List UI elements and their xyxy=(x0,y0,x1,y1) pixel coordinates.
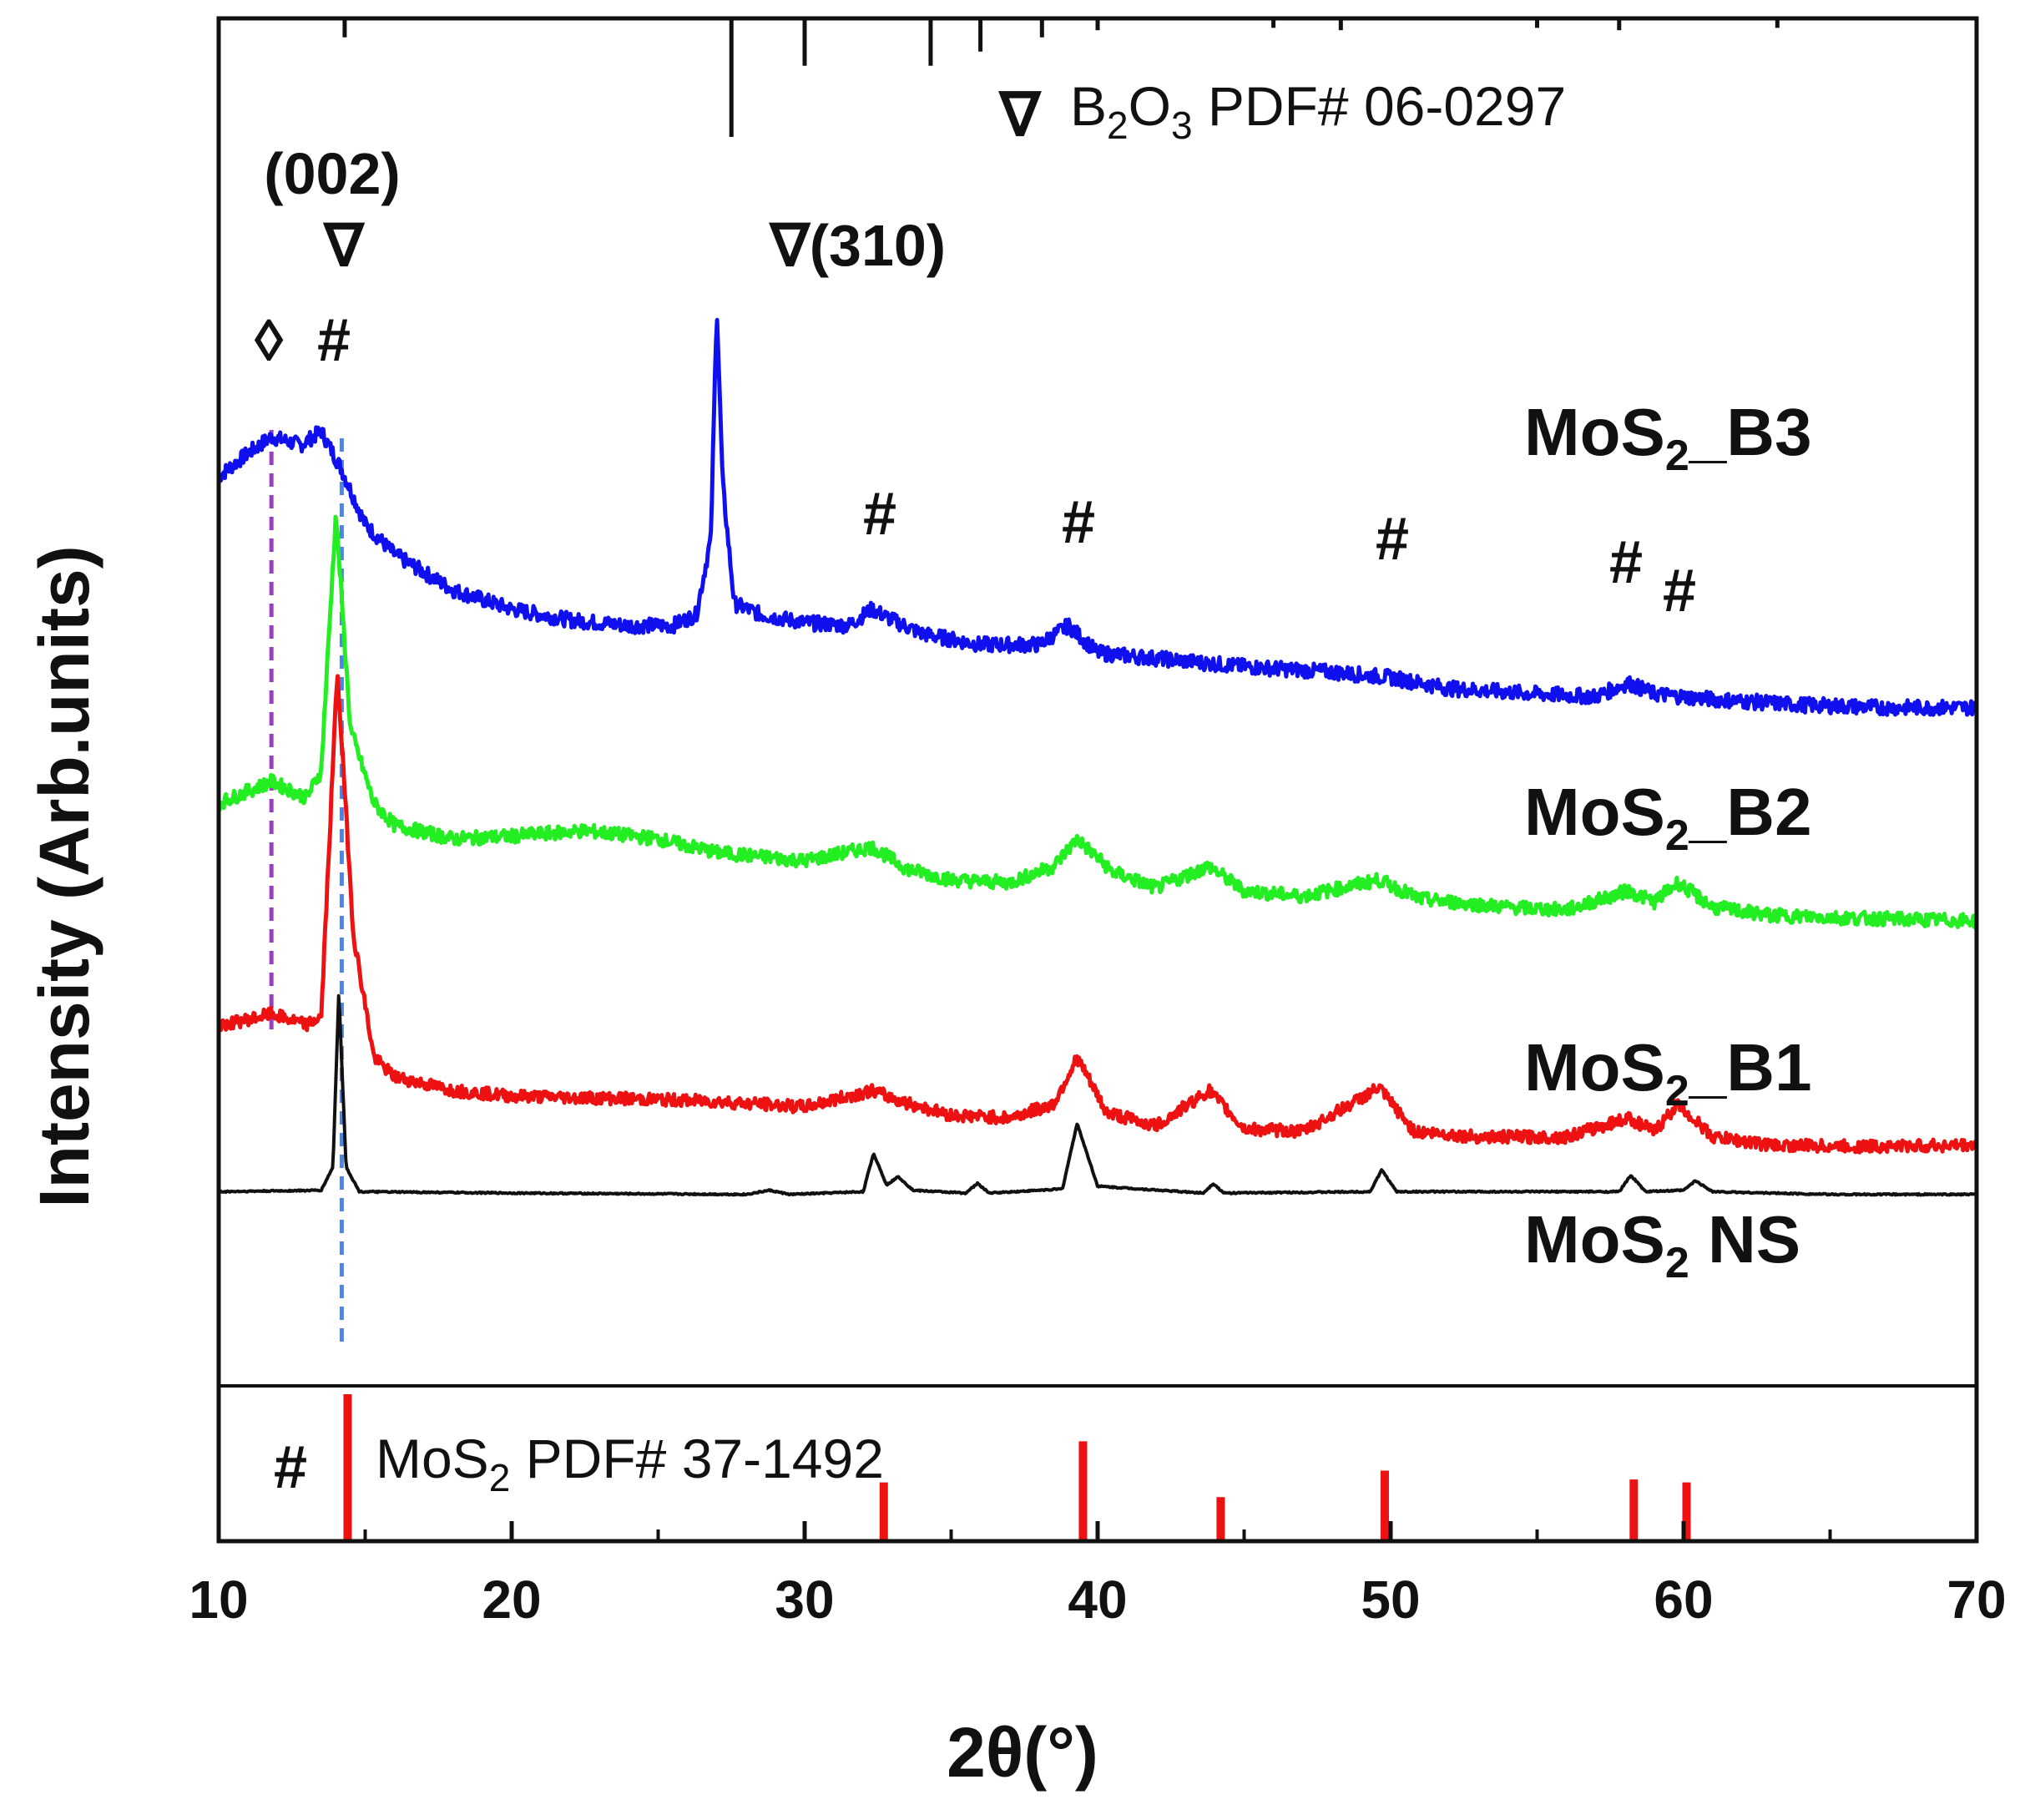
x-tick-label: 70 xyxy=(1947,1570,2006,1630)
x-tick-label: 50 xyxy=(1361,1570,1420,1630)
reference-patterns-area xyxy=(342,18,1780,1541)
series-label-MoS2_B1: MoS2_B1 xyxy=(1524,1030,1812,1115)
y-axis-label: Intensity (Arb.units) xyxy=(25,545,104,1207)
curve-MoS2_NS xyxy=(218,993,1977,1197)
curve-MoS2_B2 xyxy=(216,514,1979,929)
hash-marker: # xyxy=(1062,489,1095,556)
hash-marker: # xyxy=(1663,558,1696,624)
peak-annotations: # MoS2 PDF# 37-1492 ∇ B2O3 PDF# 06-0297 (002… xyxy=(255,75,1696,1501)
x-tick-label: 10 xyxy=(189,1570,248,1630)
hash-marker: # xyxy=(317,307,351,374)
curve-MoS2_B1 xyxy=(217,674,1979,1155)
x-tick-label: 20 xyxy=(482,1570,541,1630)
x-tick-label: 40 xyxy=(1068,1570,1127,1630)
annotation-002-marker: ∇ xyxy=(323,213,366,278)
ref-b2o3-marker: ∇ xyxy=(998,82,1043,149)
hash-marker: # xyxy=(1609,529,1643,596)
hash-marker: # xyxy=(1376,506,1409,573)
series-label-MoS2_B3: MoS2_B3 xyxy=(1524,395,1812,480)
annotation-diamond: ◊ xyxy=(255,308,284,373)
series-labels: MoS2_B3 MoS2_B2 MoS2_B1 MoS2 NS xyxy=(1524,395,1812,1287)
curve-MoS2_B3 xyxy=(216,317,1979,717)
diffraction-curves xyxy=(216,317,1979,1197)
guide-lines xyxy=(269,430,344,1346)
hash-marker: # xyxy=(863,481,896,548)
ref-mos2-marker: # xyxy=(274,1434,307,1501)
series-label-MoS2_NS: MoS2 NS xyxy=(1524,1202,1800,1287)
x-axis-ticks: 10 20 30 40 50 60 70 xyxy=(189,1521,2007,1630)
ref-b2o3-label: B2O3 PDF# 06-0297 xyxy=(1070,75,1566,147)
x-tick-label: 30 xyxy=(775,1570,834,1630)
annotation-002: (002) xyxy=(264,141,400,206)
series-label-MoS2_B2: MoS2_B2 xyxy=(1524,775,1812,860)
x-tick-label: 60 xyxy=(1654,1570,1713,1630)
annotation-310: ∇(310) xyxy=(769,213,946,278)
x-axis-label: 2θ(°) xyxy=(947,1713,1098,1792)
ref-mos2-label: MoS2 PDF# 37-1492 xyxy=(376,1428,884,1499)
